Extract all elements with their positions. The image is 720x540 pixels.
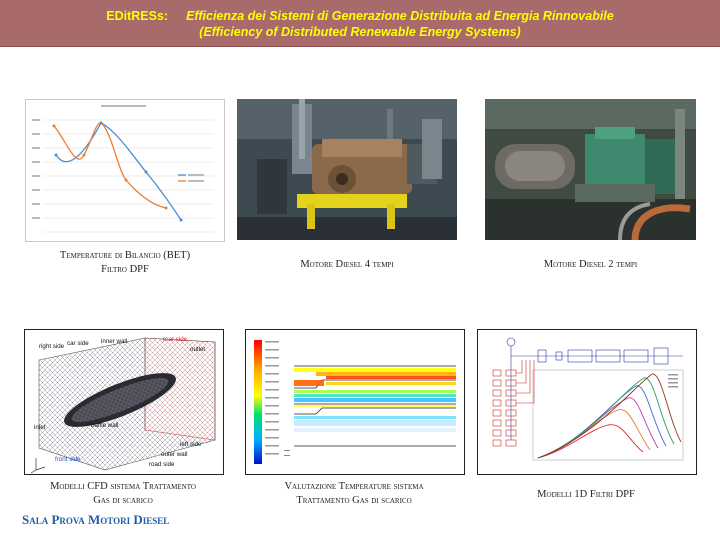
cfd-model-caption: Modelli CFD sistema Trattamento Gas di s… [10, 480, 236, 508]
cfd-model-caption-line-1: Modelli CFD sistema Trattamento [50, 481, 196, 492]
cfd-label-rear-side: rear side [163, 336, 188, 343]
cfd-label-baffle-wall: baffle wall [91, 422, 118, 429]
temperature-color-bar [254, 340, 262, 464]
project-title-italian: Efficienza dei Sistemi di Generazione Di… [186, 9, 614, 23]
footer-label: Sala Prova Motori Diesel [22, 512, 170, 527]
bet-chart-image [25, 99, 225, 242]
cfd-label-front-side: front side [55, 456, 81, 463]
cfd-label-outlet: outlet [190, 346, 205, 353]
cfd-model-caption-line-2: Gas di scarico [93, 495, 153, 506]
cfd-model-image: car side inner wall rear side right side… [24, 329, 224, 475]
temperature-evaluation-caption-line-1: Valutazione Temperature sistema [284, 481, 424, 492]
cfd-label-road-side: road side [149, 461, 175, 468]
bet-chart-caption: Temperature di Bilancio (BET) Filtro DPF [20, 249, 230, 277]
diesel-2-stroke-caption: Motore Diesel 2 tempi [543, 259, 638, 270]
cfd-label-right-side: right side [39, 343, 65, 350]
cfd-axes-icon [30, 458, 46, 474]
project-acronym: EDitRESs: [106, 9, 169, 23]
temperature-evaluation-caption: Valutazione Temperature sistema Trattame… [238, 480, 470, 508]
cfd-label-outer-wall: outer wall [161, 451, 187, 458]
cfd-label-inlet: inlet [34, 424, 46, 431]
title-banner: EDitRESs: Efficienza dei Sistemi di Gener… [0, 0, 720, 47]
bet-chart-caption-line-2: Filtro DPF [101, 264, 149, 275]
title-line-1: EDitRESs: Efficienza dei Sistemi di Gener… [0, 9, 720, 23]
diesel-4-stroke-photo [237, 99, 457, 240]
diesel-2-stroke-photo [485, 99, 696, 240]
project-title-english: (Efficiency of Distributed Renewable Ene… [199, 25, 521, 39]
diesel-4-stroke-caption: Motore Diesel 4 tempi [300, 259, 394, 270]
cfd-label-inner-wall: inner wall [101, 338, 127, 345]
dpf-1d-model-caption: Modelli 1D Filtri DPF [537, 489, 635, 500]
temperature-evaluation-caption-line-2: Trattamento Gas di scarico [296, 495, 412, 506]
dpf-1d-model-image [477, 329, 697, 475]
temperature-evaluation-image [245, 329, 465, 475]
cfd-label-left-side: left side [180, 441, 202, 448]
cfd-label-car-side: car side [67, 340, 89, 347]
bet-chart-caption-line-1: Temperature di Bilancio (BET) [59, 250, 191, 261]
